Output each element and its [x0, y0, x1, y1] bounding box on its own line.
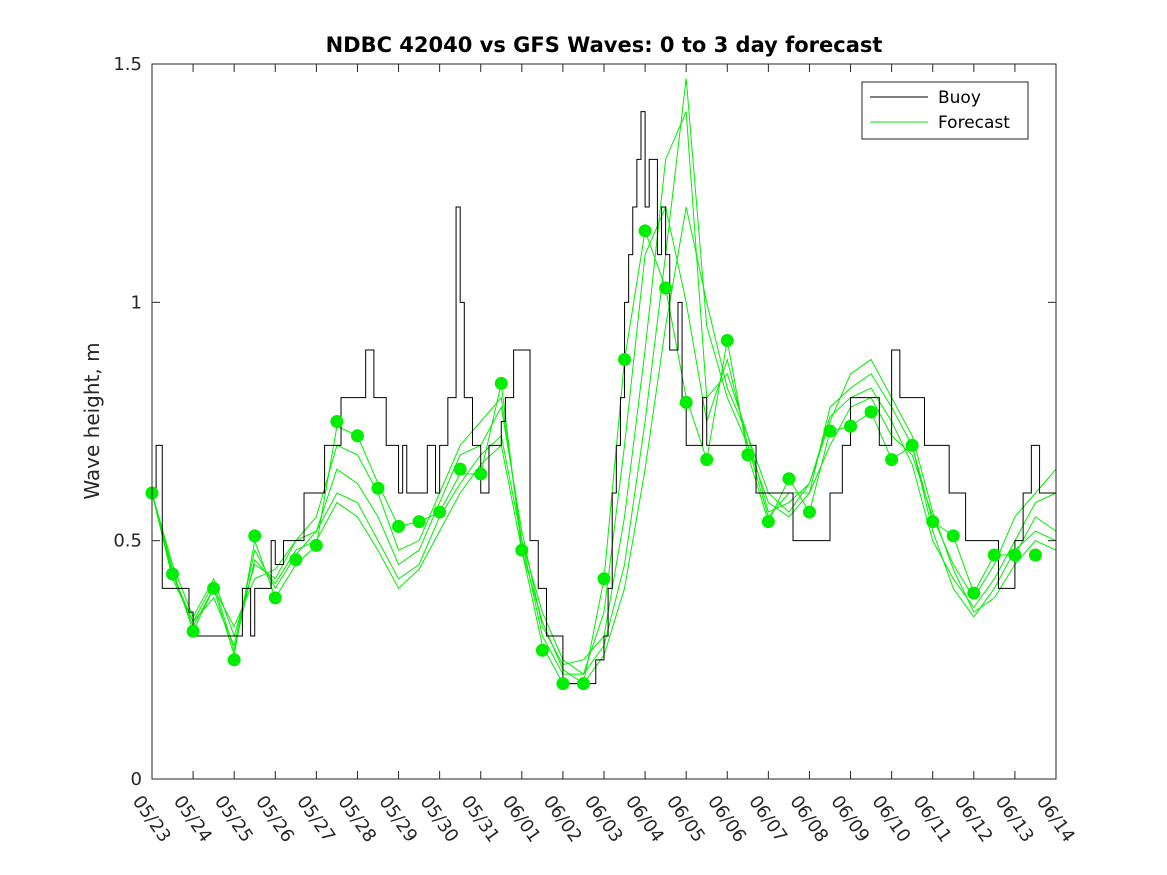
y-axis-ticks: 0 0.5 1 1.5	[113, 54, 1056, 790]
forecast-marker	[967, 586, 981, 600]
forecast-marker	[330, 415, 344, 428]
forecast-marker	[618, 353, 632, 367]
forecast-marker	[207, 581, 221, 595]
forecast-marker	[186, 624, 200, 638]
forecast-marker	[227, 653, 241, 667]
forecast-marker	[782, 472, 796, 486]
legend-buoy-label: Buoy	[938, 88, 981, 108]
forecast-marker	[741, 448, 755, 462]
forecast-marker	[371, 481, 385, 495]
forecast-marker	[412, 515, 426, 529]
forecast-marker	[802, 505, 816, 519]
forecast-marker	[576, 677, 590, 691]
forecast-marker	[761, 515, 775, 529]
forecast-marker	[433, 505, 447, 519]
y-tick-label: 1	[131, 292, 142, 313]
forecast-marker	[905, 438, 919, 452]
forecast-marker	[453, 462, 467, 476]
forecast-marker	[700, 453, 714, 467]
forecast-marker	[679, 395, 693, 409]
forecast-marker	[987, 548, 1001, 562]
forecast-markers	[145, 224, 1042, 691]
legend-box	[861, 81, 1029, 140]
forecast-marker	[1008, 548, 1022, 562]
forecast-marker	[844, 419, 858, 433]
forecast-marker	[535, 643, 549, 657]
buoy-series-line	[152, 111, 1056, 685]
forecast-marker	[556, 677, 570, 691]
forecast-marker	[659, 281, 673, 295]
forecast-marker	[597, 572, 611, 586]
forecast-marker	[926, 515, 940, 529]
y-axis-label: Wave height, m	[80, 342, 104, 499]
forecast-marker	[515, 543, 529, 557]
forecast-marker	[720, 333, 734, 347]
y-tick-label: 0	[131, 769, 142, 790]
plot-area	[145, 78, 1057, 691]
y-tick-label: 1.5	[113, 54, 142, 75]
forecast-marker	[946, 529, 960, 543]
chart-title: NDBC 42040 vs GFS Waves: 0 to 3 day fore…	[326, 33, 883, 57]
y-tick-label: 0.5	[113, 531, 142, 552]
forecast-marker	[638, 224, 652, 238]
forecast-marker	[166, 567, 180, 581]
forecast-run-line	[151, 205, 1057, 675]
forecast-marker	[494, 376, 508, 390]
forecast-marker	[289, 553, 303, 567]
legend-forecast-label: Forecast	[938, 113, 1010, 133]
forecast-marker	[309, 538, 323, 552]
forecast-marker	[350, 429, 364, 443]
forecast-marker	[474, 467, 488, 481]
legend: Buoy Forecast	[861, 81, 1029, 140]
forecast-marker	[392, 519, 406, 533]
buoy-line	[152, 111, 1056, 685]
forecast-marker	[823, 424, 837, 438]
forecast-marker	[268, 591, 282, 605]
forecast-marker	[864, 405, 878, 419]
forecast-marker	[885, 453, 899, 467]
forecast-marker	[1028, 548, 1042, 562]
forecast-marker	[248, 529, 262, 543]
